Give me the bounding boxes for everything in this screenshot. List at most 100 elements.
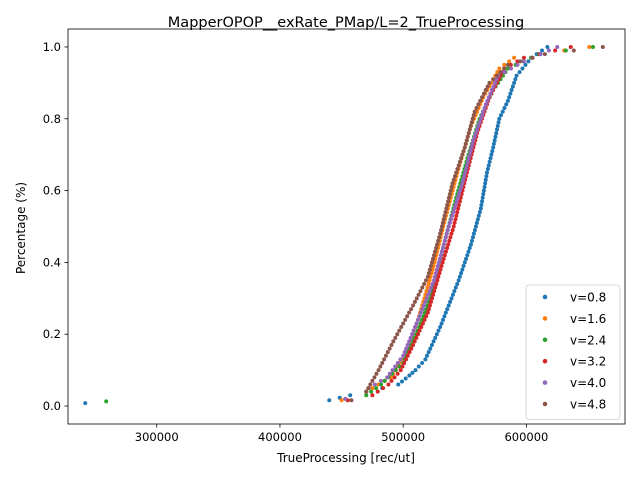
data-point [443, 235, 448, 240]
data-point [423, 278, 428, 283]
data-point [490, 149, 495, 154]
data-point [600, 44, 605, 49]
data-point [449, 231, 454, 236]
data-point [521, 59, 526, 64]
data-point [395, 360, 400, 365]
data-point [428, 274, 433, 279]
data-point [442, 314, 447, 319]
data-point [464, 167, 469, 172]
data-point [428, 264, 433, 268]
data-point [464, 256, 469, 261]
data-point [505, 98, 510, 103]
y-tick-label: 0.8 [43, 112, 61, 126]
data-point [448, 299, 453, 304]
data-point [446, 224, 451, 229]
data-point [437, 256, 442, 261]
data-point [423, 292, 428, 297]
y-axis: 0.0 0.2 0.4 0.6 0.8 1.0 [43, 40, 68, 413]
data-point [494, 127, 499, 132]
data-point [587, 44, 592, 49]
data-point [383, 353, 388, 358]
data-point [454, 170, 459, 175]
data-point [444, 206, 449, 211]
x-axis: 300000 400000 500000 600000 [135, 424, 548, 444]
legend-marker [542, 358, 548, 364]
data-point [496, 120, 501, 125]
data-point [447, 192, 452, 197]
data-point [410, 332, 415, 337]
data-point [433, 249, 438, 254]
data-point [407, 373, 412, 378]
data-point [431, 339, 436, 344]
y-tick-label: 0.2 [43, 327, 61, 341]
data-point [464, 138, 469, 143]
data-point [386, 382, 391, 387]
data-point [461, 264, 466, 268]
data-point [465, 134, 470, 139]
data-point [434, 246, 439, 251]
data-point [590, 44, 595, 49]
legend: v=0.8 v=1.6 v=2.4 v=3.2 v=4.0 v=4.8 [525, 284, 621, 420]
y-axis-label: Percentage (%) [14, 182, 28, 274]
data-point [450, 228, 455, 233]
data-point [470, 141, 475, 146]
data-point [387, 346, 392, 351]
data-point [379, 382, 384, 387]
data-point [507, 95, 512, 100]
data-point [474, 106, 479, 110]
data-point [487, 159, 492, 164]
data-point [420, 307, 425, 312]
data-point [370, 378, 375, 383]
data-point [420, 285, 425, 290]
data-point [416, 292, 421, 297]
data-point [468, 242, 473, 247]
data-point [442, 213, 447, 218]
data-point [348, 393, 353, 398]
data-point [409, 346, 414, 351]
data-point [433, 271, 438, 276]
data-point [423, 299, 428, 304]
legend-marker [542, 294, 548, 300]
data-point [432, 289, 437, 294]
data-point [444, 231, 449, 236]
data-point [484, 174, 489, 179]
data-point [416, 364, 421, 369]
legend-label: v=1.6 [570, 312, 606, 326]
data-point [446, 199, 451, 204]
data-point [413, 368, 418, 373]
data-point [449, 185, 454, 189]
data-point [408, 335, 413, 340]
data-point [466, 156, 471, 161]
data-point [468, 123, 473, 128]
data-point [397, 364, 402, 369]
data-point [545, 44, 550, 49]
data-point [452, 289, 457, 294]
data-point [425, 285, 430, 290]
x-tick-label: 600000 [504, 430, 548, 444]
data-point [440, 220, 445, 225]
data-point [451, 224, 456, 229]
data-point [495, 123, 500, 128]
data-point [418, 289, 423, 294]
data-point [435, 278, 440, 283]
data-point [518, 59, 523, 64]
data-point [484, 170, 489, 175]
data-point [546, 48, 551, 53]
data-point [571, 48, 576, 53]
data-point [428, 346, 433, 351]
data-point [456, 278, 461, 283]
series-5-points [349, 44, 605, 403]
data-point [424, 289, 429, 294]
data-point [530, 55, 535, 60]
data-point [415, 317, 420, 322]
data-point [372, 375, 377, 380]
data-point [404, 346, 409, 351]
data-point [485, 167, 490, 172]
data-point [483, 88, 488, 93]
data-point [481, 109, 486, 114]
data-point [458, 188, 463, 193]
data-point [469, 238, 474, 243]
data-point [395, 371, 400, 376]
data-point [440, 317, 445, 322]
